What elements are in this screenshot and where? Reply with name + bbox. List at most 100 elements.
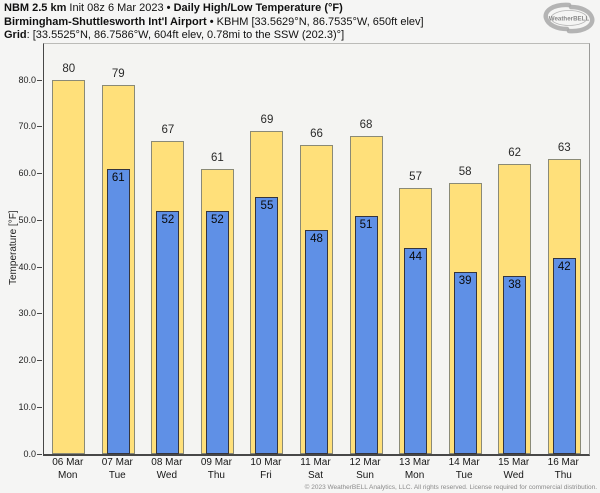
y-tick-mark [37, 266, 42, 268]
x-tick-date: 13 Mar [399, 457, 431, 468]
x-tick-date: 10 Mar [250, 457, 282, 468]
low-temp-bar: 52 [205, 210, 229, 454]
high-value-label: 67 [161, 123, 175, 136]
low-value-label: 42 [557, 260, 571, 273]
x-tick-day: Tue [108, 470, 126, 481]
init-time: Init 08z 6 Mar 2023 [69, 2, 164, 14]
low-temp-bar: 61 [106, 168, 130, 454]
y-tick-label: 50.0 [18, 214, 36, 225]
y-tick-mark [37, 126, 42, 128]
y-tick-mark [37, 219, 42, 221]
x-tick-label: 13 Mar Mon [390, 456, 440, 482]
y-tick-mark [37, 453, 42, 455]
high-value-label: 62 [508, 147, 522, 160]
grid-label: Grid [4, 29, 27, 41]
grid-info: : [33.5525°N, 86.7586°W, 604ft elev, 0.7… [26, 29, 345, 41]
x-tick-date: 16 Mar [547, 457, 579, 468]
low-value-label: 38 [508, 279, 522, 292]
header-line-station: Birmingham-Shuttlesworth Int'l Airport •… [4, 16, 424, 30]
low-value-label: 52 [211, 213, 224, 226]
station-name: Birmingham-Shuttlesworth Int'l Airport [4, 15, 207, 28]
model-name: NBM 2.5 km [4, 2, 67, 14]
low-value-label: 48 [310, 232, 323, 245]
x-tick-day: Wed [156, 470, 178, 481]
x-tick-date: 08 Mar [151, 457, 183, 468]
x-tick-day: Mon [404, 470, 425, 481]
bullet-separator: • [209, 15, 214, 28]
x-tick-day: Sun [356, 470, 374, 481]
low-temp-bar: 44 [404, 248, 428, 454]
x-tick-label: 06 Mar Mon [43, 456, 93, 482]
high-value-label: 61 [211, 151, 224, 164]
high-value-label: 66 [310, 128, 323, 141]
y-tick-label: 30.0 [18, 308, 36, 319]
low-temp-bar: 38 [503, 276, 527, 454]
x-tick-day: Mon [58, 470, 78, 481]
x-axis-labels: 06 Mar Mon 07 Mar Tue 08 Mar Wed 09 Mar Thu 10 M… [43, 456, 588, 484]
y-tick-mark [37, 173, 42, 174]
high-value-label: 79 [111, 67, 125, 80]
y-tick-label: 40.0 [18, 261, 36, 272]
x-tick-day: Thu [207, 470, 225, 481]
bullet-separator: • [166, 2, 171, 14]
logo-text: WeatherBELL [549, 16, 590, 23]
low-temp-bar: 52 [156, 210, 180, 454]
x-tick-label: 16 Mar Thu [538, 456, 588, 482]
y-axis-title: Temperature [°F] [8, 210, 19, 286]
product-title: Daily High/Low Temperature (°F) [173, 2, 343, 14]
x-tick-date: 14 Mar [448, 457, 480, 468]
y-tick-label: 20.0 [18, 355, 36, 365]
x-tick-label: 10 Mar Fri [241, 456, 291, 482]
x-tick-day: Thu [554, 470, 572, 481]
low-temp-bar: 51 [354, 215, 378, 454]
high-value-label: 69 [260, 114, 274, 127]
y-tick-mark [37, 79, 42, 81]
hurricane-swirl-icon: WeatherBELL [543, 2, 595, 34]
high-temp-bar [52, 80, 86, 454]
x-tick-label: 14 Mar Tue [439, 456, 489, 482]
low-temp-bar: 42 [552, 257, 576, 454]
y-tick-label: 10.0 [18, 401, 36, 412]
x-tick-date: 07 Mar [101, 457, 133, 468]
y-tick-label: 70.0 [18, 121, 36, 132]
y-tick-label: 0.0 [23, 448, 36, 459]
high-value-label: 80 [62, 63, 76, 75]
high-value-label: 57 [409, 170, 422, 183]
chart-header: NBM 2.5 km Init 08z 6 Mar 2023 • Daily H… [4, 2, 424, 43]
low-value-label: 44 [409, 251, 422, 264]
x-tick-day: Wed [503, 470, 524, 481]
y-tick-mark [37, 406, 42, 408]
high-value-label: 63 [557, 142, 571, 155]
y-tick-mark [37, 313, 42, 315]
x-tick-date: 09 Mar [200, 457, 232, 468]
low-value-label: 61 [111, 171, 125, 184]
high-value-label: 68 [359, 119, 373, 132]
y-tick-label: 60.0 [18, 168, 36, 178]
x-tick-date: 06 Mar [52, 457, 84, 468]
x-tick-date: 12 Mar [349, 457, 381, 468]
low-temp-bar: 48 [305, 229, 328, 454]
low-value-label: 51 [359, 218, 373, 231]
header-line-grid: Grid: [33.5525°N, 86.7586°W, 604ft elev,… [4, 29, 424, 43]
x-tick-label: 08 Mar Wed [142, 456, 192, 482]
x-tick-label: 15 Mar Wed [489, 456, 539, 482]
plot-area: 0.0 10.0 20.0 30.0 40.0 50.0 60.0 70.0 80.0 80 79 6… [18, 43, 590, 459]
y-tick-label: 80.0 [18, 74, 36, 85]
station-info: KBHM [33.5629°N, 86.7535°W, 650ft elev] [216, 15, 424, 28]
low-value-label: 55 [260, 199, 274, 212]
low-value-label: 52 [161, 213, 175, 226]
x-tick-day: Tue [455, 470, 473, 481]
x-tick-label: 09 Mar Thu [192, 456, 242, 482]
x-tick-label: 12 Mar Sun [340, 456, 390, 482]
low-value-label: 39 [458, 274, 472, 287]
x-tick-day: Sat [307, 470, 323, 481]
weatherbell-logo: WeatherBELL [541, 2, 597, 34]
x-tick-label: 11 Mar Sat [291, 456, 341, 482]
low-temp-bar: 55 [255, 196, 279, 454]
x-tick-day: Fri [260, 470, 272, 481]
x-tick-label: 07 Mar Tue [93, 456, 143, 482]
x-tick-date: 15 Mar [498, 457, 530, 468]
header-line-model: NBM 2.5 km Init 08z 6 Mar 2023 • Daily H… [4, 2, 424, 16]
low-temp-bar: 39 [453, 271, 477, 454]
